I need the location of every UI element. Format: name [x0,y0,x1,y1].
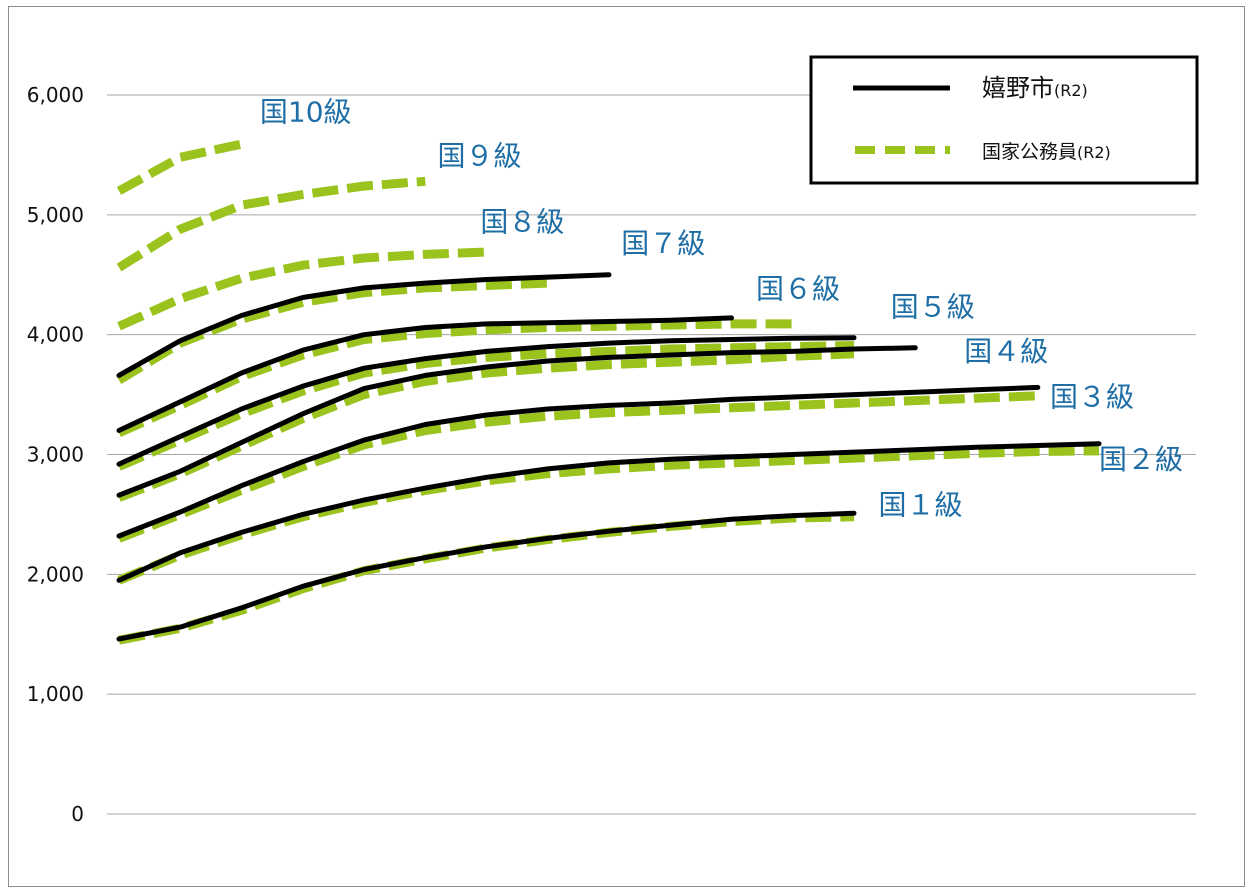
series-line-national [117,341,855,471]
grade-label: 国８級 [480,206,564,239]
grade-label: 国１級 [879,488,963,521]
y-tick-label: 3,000 [27,443,84,467]
series-line-national [116,139,243,195]
series-line-national [116,176,426,272]
series-line-national [117,247,487,331]
series-line-national [117,446,1100,585]
legend: 嬉野市(R2) 国家公務員(R2) [809,55,1199,185]
y-tick-label: 6,000 [27,83,84,107]
y-tick-label: 2,000 [27,562,84,586]
grade-label: 国６級 [756,273,840,306]
series-lines [116,139,1102,645]
series-line-national [117,349,855,502]
grade-label: 国２級 [1099,443,1183,476]
y-tick-label: 5,000 [27,203,84,227]
grade-label: 国５級 [891,291,975,324]
grade-label: 国４級 [964,335,1048,368]
y-tick-label: 4,000 [27,323,84,347]
grade-label: 国10級 [260,95,352,128]
series-line-city [116,384,1041,539]
grade-label: 国９級 [438,140,522,173]
series-line-city [116,441,1102,583]
legend-box [809,55,1199,185]
y-tick-label: 1,000 [27,682,84,706]
y-tick-label: 0 [71,802,84,826]
grade-label: 国３級 [1050,381,1134,414]
legend-national-label: 国家公務員(R2) [982,141,1111,163]
legend-city-label: 嬉野市(R2) [982,74,1088,102]
y-axis-ticks: 0 1,000 2,000 3,000 4,000 5,000 6,000 [27,83,84,826]
series-line-city [116,315,734,433]
series-line-national [117,391,1038,543]
series-line-national [117,319,793,438]
series-line-city [116,345,918,498]
series-line-city [116,510,857,642]
grade-label: 国７級 [621,227,705,260]
series-line-city [116,272,612,378]
series-line-city [116,335,857,467]
